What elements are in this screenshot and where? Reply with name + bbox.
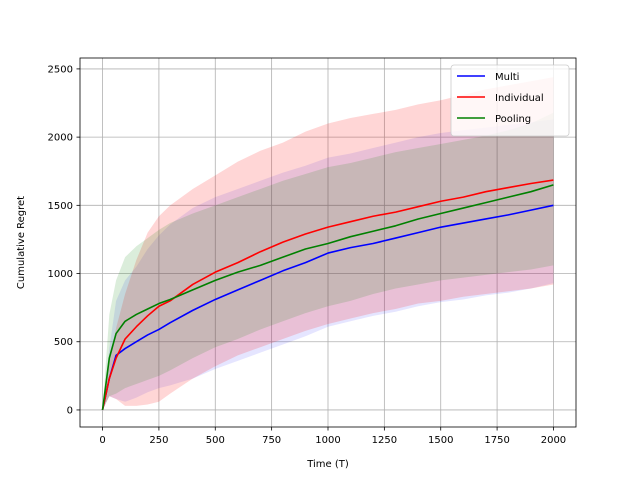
y-tick-label: 1500 (48, 201, 73, 212)
band-series-0 (102, 119, 554, 410)
x-tick-label: 500 (206, 435, 225, 446)
x-tick-label: 250 (149, 435, 168, 446)
legend-label: Individual (495, 93, 544, 104)
x-tick-label: 0 (99, 435, 105, 446)
x-tick-label: 2000 (541, 435, 566, 446)
legend-label: Multi (495, 72, 519, 83)
series-lines (101, 179, 554, 411)
x-axis-ticks: 0 250 500 750 1000 1250 1500 1750 2000 (99, 427, 566, 446)
y-tick-label: 2500 (48, 64, 73, 75)
y-tick-label: 2000 (48, 133, 73, 144)
y-tick-label: 0 (67, 405, 73, 416)
y-axis-ticks: 0 500 1000 1500 2000 2500 (48, 64, 80, 416)
x-tick-label: 1500 (428, 435, 453, 446)
y-axis-label: Cumulative Regret (16, 196, 27, 289)
line-series-2 (101, 184, 554, 411)
line-series-1 (101, 179, 554, 411)
band-series-2 (102, 112, 554, 410)
legend: Multi Individual Pooling (450, 64, 570, 137)
grid (80, 58, 576, 427)
x-tick-label: 750 (262, 435, 281, 446)
legend-label: Pooling (495, 114, 531, 125)
x-tick-label: 1750 (484, 435, 509, 446)
y-tick-label: 1000 (48, 269, 73, 280)
x-axis-label: Time (T) (306, 459, 349, 470)
x-tick-label: 1000 (315, 435, 340, 446)
y-tick-label: 500 (54, 337, 73, 348)
x-tick-label: 1250 (372, 435, 397, 446)
line-series-0 (101, 204, 554, 411)
